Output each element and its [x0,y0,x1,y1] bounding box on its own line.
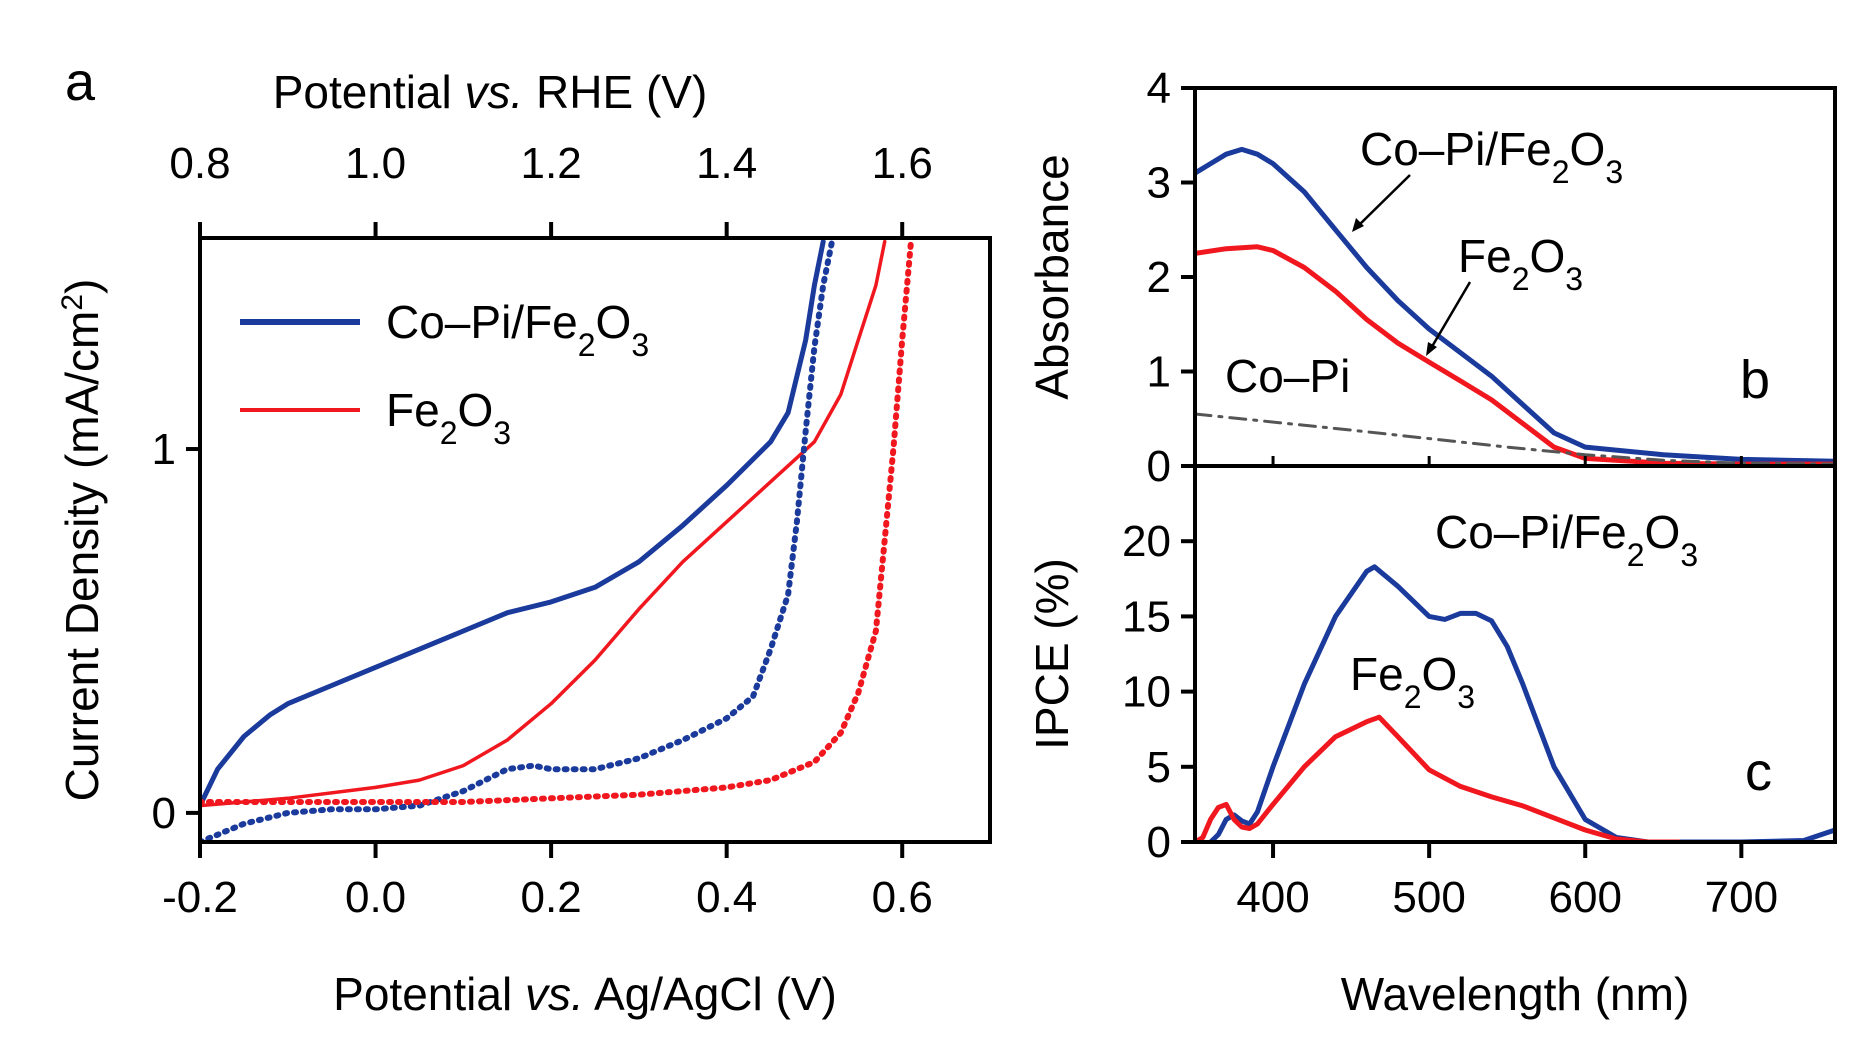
panel-b-ytick-label-0: 0 [1147,442,1171,491]
panel-c-plot [1195,564,1835,842]
panel-c-xtick-label-3: 700 [1705,873,1778,922]
panel-c-xtick-label-1: 500 [1392,873,1465,922]
panel-a-top-ticks: 0.8 1.0 1.2 1.4 1.6 [169,139,933,238]
panel-a-series-3 [200,238,914,805]
panel-a-xtick-label-0: -0.2 [162,873,238,922]
panel-a-x2tick-label-0: 0.8 [169,139,230,188]
panel-a-xtick-label-1: 0.0 [345,873,406,922]
panel-c-x-ticks: 400 500 600 700 [1236,842,1778,922]
panel-b: 0 1 2 3 4 Absorbance Co–Pi/Fe2O3 Fe2O3 Co–Pi… [1026,64,1837,491]
panel-c-series-0 [1208,564,1835,842]
panel-b-annot-fe2o3: Fe2O3 [1458,230,1583,297]
panel-c-ytick-label-2: 10 [1122,668,1171,717]
panel-b-letter: b [1740,350,1770,410]
panel-a-x2tick-label-1: 1.0 [345,139,406,188]
legend-label-fe2o3: Fe2O3 [386,384,511,451]
panel-a-series-1 [200,239,887,808]
panel-b-y-ticks: 0 1 2 3 4 [1147,64,1743,491]
panel-a-legend: Co–Pi/Fe2O3 Fe2O3 [240,296,649,451]
panel-a-x2tick-label-2: 1.2 [521,139,582,188]
panel-b-ytick-label-2: 2 [1147,253,1171,302]
panel-b-ytick-label-3: 3 [1147,159,1171,208]
panel-c: 0 5 10 15 20 400 500 600 700 IPCE (%) Wavelengt… [1026,464,1837,1020]
panel-b-ytick-label-1: 1 [1147,348,1171,397]
panel-a-x-ticks: -0.2 0.0 0.2 0.4 0.6 [162,842,933,922]
panel-a-xtick-label-4: 0.6 [872,873,933,922]
panel-c-annot-copi-fe2o3: Co–Pi/Fe2O3 [1435,506,1698,573]
panel-c-ytick-label-0: 0 [1147,818,1171,867]
panel-c-y-ticks: 0 5 10 15 20 [1122,517,1195,867]
panel-a-x2tick-label-3: 1.4 [696,139,757,188]
panel-b-series-2 [1195,412,1835,466]
panel-a-xtick-label-2: 0.2 [521,873,582,922]
panel-b-arrow-copi-fe2o3 [1355,174,1411,229]
panel-b-series-0 [1195,146,1835,464]
panel-c-y-axis-title: IPCE (%) [1026,558,1078,750]
panel-a-frame [198,236,992,844]
panel-a-xtick-label-3: 0.4 [696,873,757,922]
panel-c-xtick-label-2: 600 [1549,873,1622,922]
panel-a-series-0 [200,239,826,809]
panel-c-series-1 [1195,714,1682,842]
panel-a: a Potential vs. RHE (V) 0.8 1.0 1.2 1.4 1.6 … [56,52,992,1020]
panel-b-y-axis-title: Absorbance [1026,154,1078,400]
panel-b-arrowhead-fe2o3 [1426,342,1437,356]
panel-a-ytick-label-1: 1 [152,425,176,474]
panel-a-y-ticks: 01 [152,425,200,838]
panel-b-arrowhead-copi-fe2o3 [1352,218,1364,232]
panel-c-ytick-label-4: 20 [1122,517,1171,566]
panel-c-ytick-label-3: 15 [1122,592,1171,641]
panel-c-frame [1193,464,1837,844]
panel-b-plot [1195,146,1835,466]
panel-c-letter: c [1745,742,1772,802]
panel-a-plot [200,238,914,842]
panel-c-ytick-label-1: 5 [1147,743,1171,792]
panel-b-arrow-fe2o3 [1428,281,1472,351]
panel-b-annot-copi-fe2o3: Co–Pi/Fe2O3 [1360,123,1623,190]
panel-c-x-axis-title: Wavelength (nm) [1341,968,1690,1020]
panel-b-series-1 [1195,244,1835,466]
panel-a-letter: a [65,52,96,112]
panel-a-ytick-label-0: 0 [152,789,176,838]
panel-b-ytick-label-4: 4 [1147,64,1171,113]
panel-c-annot-fe2o3: Fe2O3 [1350,648,1475,715]
panel-b-annot-copi: Co–Pi [1225,350,1350,402]
panel-a-x2tick-label-4: 1.6 [872,139,933,188]
panel-c-xtick-label-0: 400 [1236,873,1309,922]
panel-a-y-axis-title: Current Density (mA/cm2) [56,279,109,802]
panel-a-top-axis-title: Potential vs. RHE (V) [273,66,708,118]
panel-a-x-axis-title: Potential vs. Ag/AgCl (V) [333,968,837,1020]
legend-label-copi-fe2o3: Co–Pi/Fe2O3 [386,296,649,363]
panel-a-series-2 [200,238,835,842]
